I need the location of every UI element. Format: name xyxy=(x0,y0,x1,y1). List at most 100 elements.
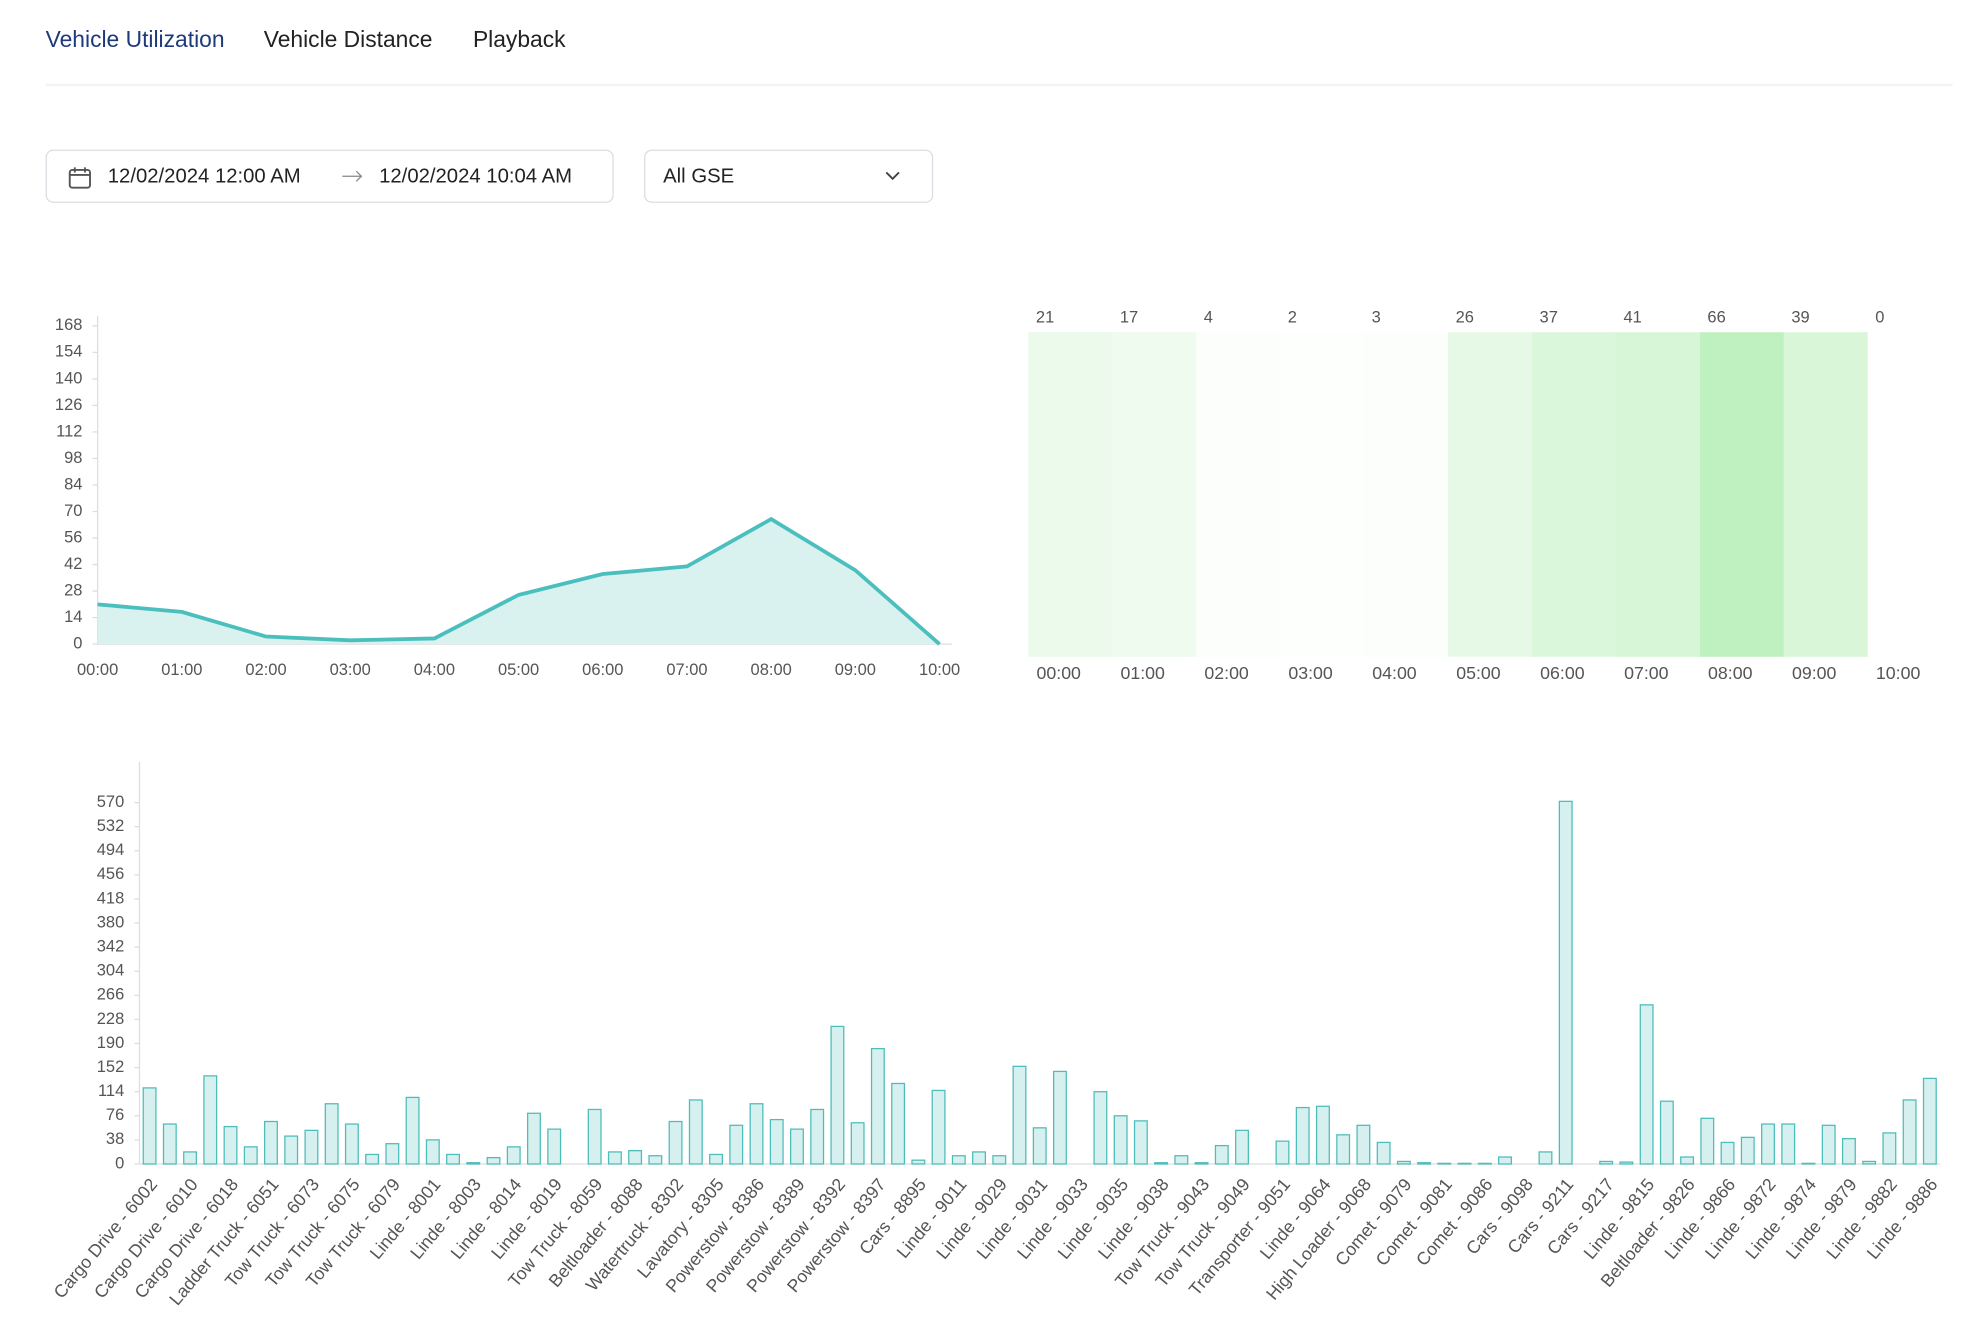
y-tick-label: 112 xyxy=(56,422,82,440)
bar xyxy=(810,1108,825,1165)
bar xyxy=(951,1155,966,1165)
bar xyxy=(628,1150,643,1165)
bar xyxy=(466,1162,481,1165)
bar xyxy=(1558,800,1573,1165)
start-date[interactable]: 12/02/2024 12:00 AM xyxy=(107,166,301,188)
heatmap-cell xyxy=(1447,332,1532,657)
x-tick-label: 03:00 xyxy=(330,661,371,679)
y-tick-label: 342 xyxy=(97,938,124,956)
bar xyxy=(1376,1141,1391,1165)
group-select[interactable]: All GSE xyxy=(644,149,934,203)
x-tick-label: 02:00 xyxy=(245,661,286,679)
x-tick-label: 02:00 xyxy=(1204,663,1249,683)
bar xyxy=(1862,1160,1877,1165)
x-tick-label: 04:00 xyxy=(414,661,455,679)
x-tick-label: 09:00 xyxy=(835,661,876,679)
bar xyxy=(526,1112,541,1165)
y-tick-label: 140 xyxy=(55,369,82,387)
y-tick-label: 114 xyxy=(98,1082,124,1100)
area xyxy=(97,519,940,645)
bar xyxy=(304,1129,319,1165)
date-range-picker[interactable]: 12/02/2024 12:00 AM 12/02/2024 10:04 AM xyxy=(45,149,614,203)
bar xyxy=(1032,1127,1047,1165)
value-label: 26 xyxy=(1456,309,1474,327)
bar xyxy=(243,1146,258,1165)
bar xyxy=(648,1155,663,1165)
end-date[interactable]: 12/02/2024 10:04 AM xyxy=(379,166,573,188)
bar xyxy=(709,1153,724,1165)
x-tick-label: 08:00 xyxy=(1708,663,1753,683)
bar xyxy=(1235,1129,1249,1165)
bar xyxy=(1680,1156,1695,1165)
bar xyxy=(1841,1137,1856,1165)
bar xyxy=(1154,1162,1169,1165)
tab[interactable]: Playback xyxy=(472,26,566,52)
y-tick-label: 14 xyxy=(64,608,82,626)
value-label: 2 xyxy=(1288,309,1297,327)
bar xyxy=(1821,1124,1836,1165)
y-tick-label: 76 xyxy=(106,1106,124,1124)
heatmap-cell xyxy=(1615,332,1700,657)
value-label: 4 xyxy=(1204,309,1213,327)
heatmap-cell xyxy=(1364,332,1448,657)
bar xyxy=(1437,1162,1452,1165)
bar xyxy=(1012,1065,1027,1165)
bar xyxy=(789,1128,804,1165)
heatmap-cell xyxy=(1112,332,1197,657)
y-tick-label: 190 xyxy=(97,1034,124,1052)
bar xyxy=(1052,1070,1067,1165)
group-value: All GSE xyxy=(663,166,735,188)
x-tick-label: 03:00 xyxy=(1288,663,1333,683)
value-label: 66 xyxy=(1707,309,1725,327)
heatmap-cell xyxy=(1196,332,1281,657)
bar xyxy=(1477,1162,1492,1165)
bar xyxy=(506,1146,521,1165)
y-tick-label: 84 xyxy=(64,475,82,493)
x-tick-label: 07:00 xyxy=(1624,663,1669,683)
bar xyxy=(162,1123,177,1165)
heatmap-cell xyxy=(1868,332,1952,657)
heatmap-cell xyxy=(1531,332,1616,657)
bar xyxy=(607,1151,622,1165)
bar xyxy=(1639,1004,1654,1165)
bar xyxy=(1761,1123,1775,1165)
x-tick-label: 01:00 xyxy=(1120,663,1165,683)
bar xyxy=(911,1159,926,1165)
x-tick-label: 10:00 xyxy=(1876,663,1921,683)
bar xyxy=(1922,1077,1937,1165)
bar xyxy=(1538,1151,1553,1165)
bar xyxy=(1315,1105,1330,1165)
y-tick-label: 0 xyxy=(73,634,82,652)
x-tick-label: 05:00 xyxy=(498,661,539,679)
bar xyxy=(668,1120,683,1165)
tab[interactable]: Vehicle Distance xyxy=(263,26,433,52)
y-tick-label: 38 xyxy=(106,1130,124,1148)
y-tick-label: 0 xyxy=(115,1154,124,1172)
bar xyxy=(1275,1140,1290,1165)
value-label: 17 xyxy=(1120,309,1138,327)
tab[interactable]: Vehicle Utilization xyxy=(45,26,225,52)
x-tick-label: 10:00 xyxy=(919,661,960,679)
bar xyxy=(1093,1091,1108,1165)
value-label: 21 xyxy=(1036,309,1054,327)
x-tick-label: 00:00 xyxy=(1037,663,1082,683)
y-tick-label: 570 xyxy=(97,793,124,811)
bar xyxy=(1882,1132,1897,1165)
bar xyxy=(344,1123,359,1165)
y-tick-label: 98 xyxy=(64,449,82,467)
bar xyxy=(385,1143,400,1165)
bar xyxy=(587,1108,602,1165)
value-label: 39 xyxy=(1791,309,1809,327)
y-tick-label: 126 xyxy=(55,396,82,414)
y-tick-label: 456 xyxy=(97,865,124,883)
y-tick-label: 532 xyxy=(97,817,124,835)
y-tick-label: 70 xyxy=(64,502,82,520)
heatmap-cell xyxy=(1028,332,1113,657)
x-tick-label: 06:00 xyxy=(1540,663,1585,683)
chevron-icon xyxy=(885,171,900,181)
bar xyxy=(830,1025,845,1165)
bar xyxy=(992,1155,1007,1165)
bar xyxy=(850,1122,865,1165)
bar xyxy=(729,1124,744,1165)
